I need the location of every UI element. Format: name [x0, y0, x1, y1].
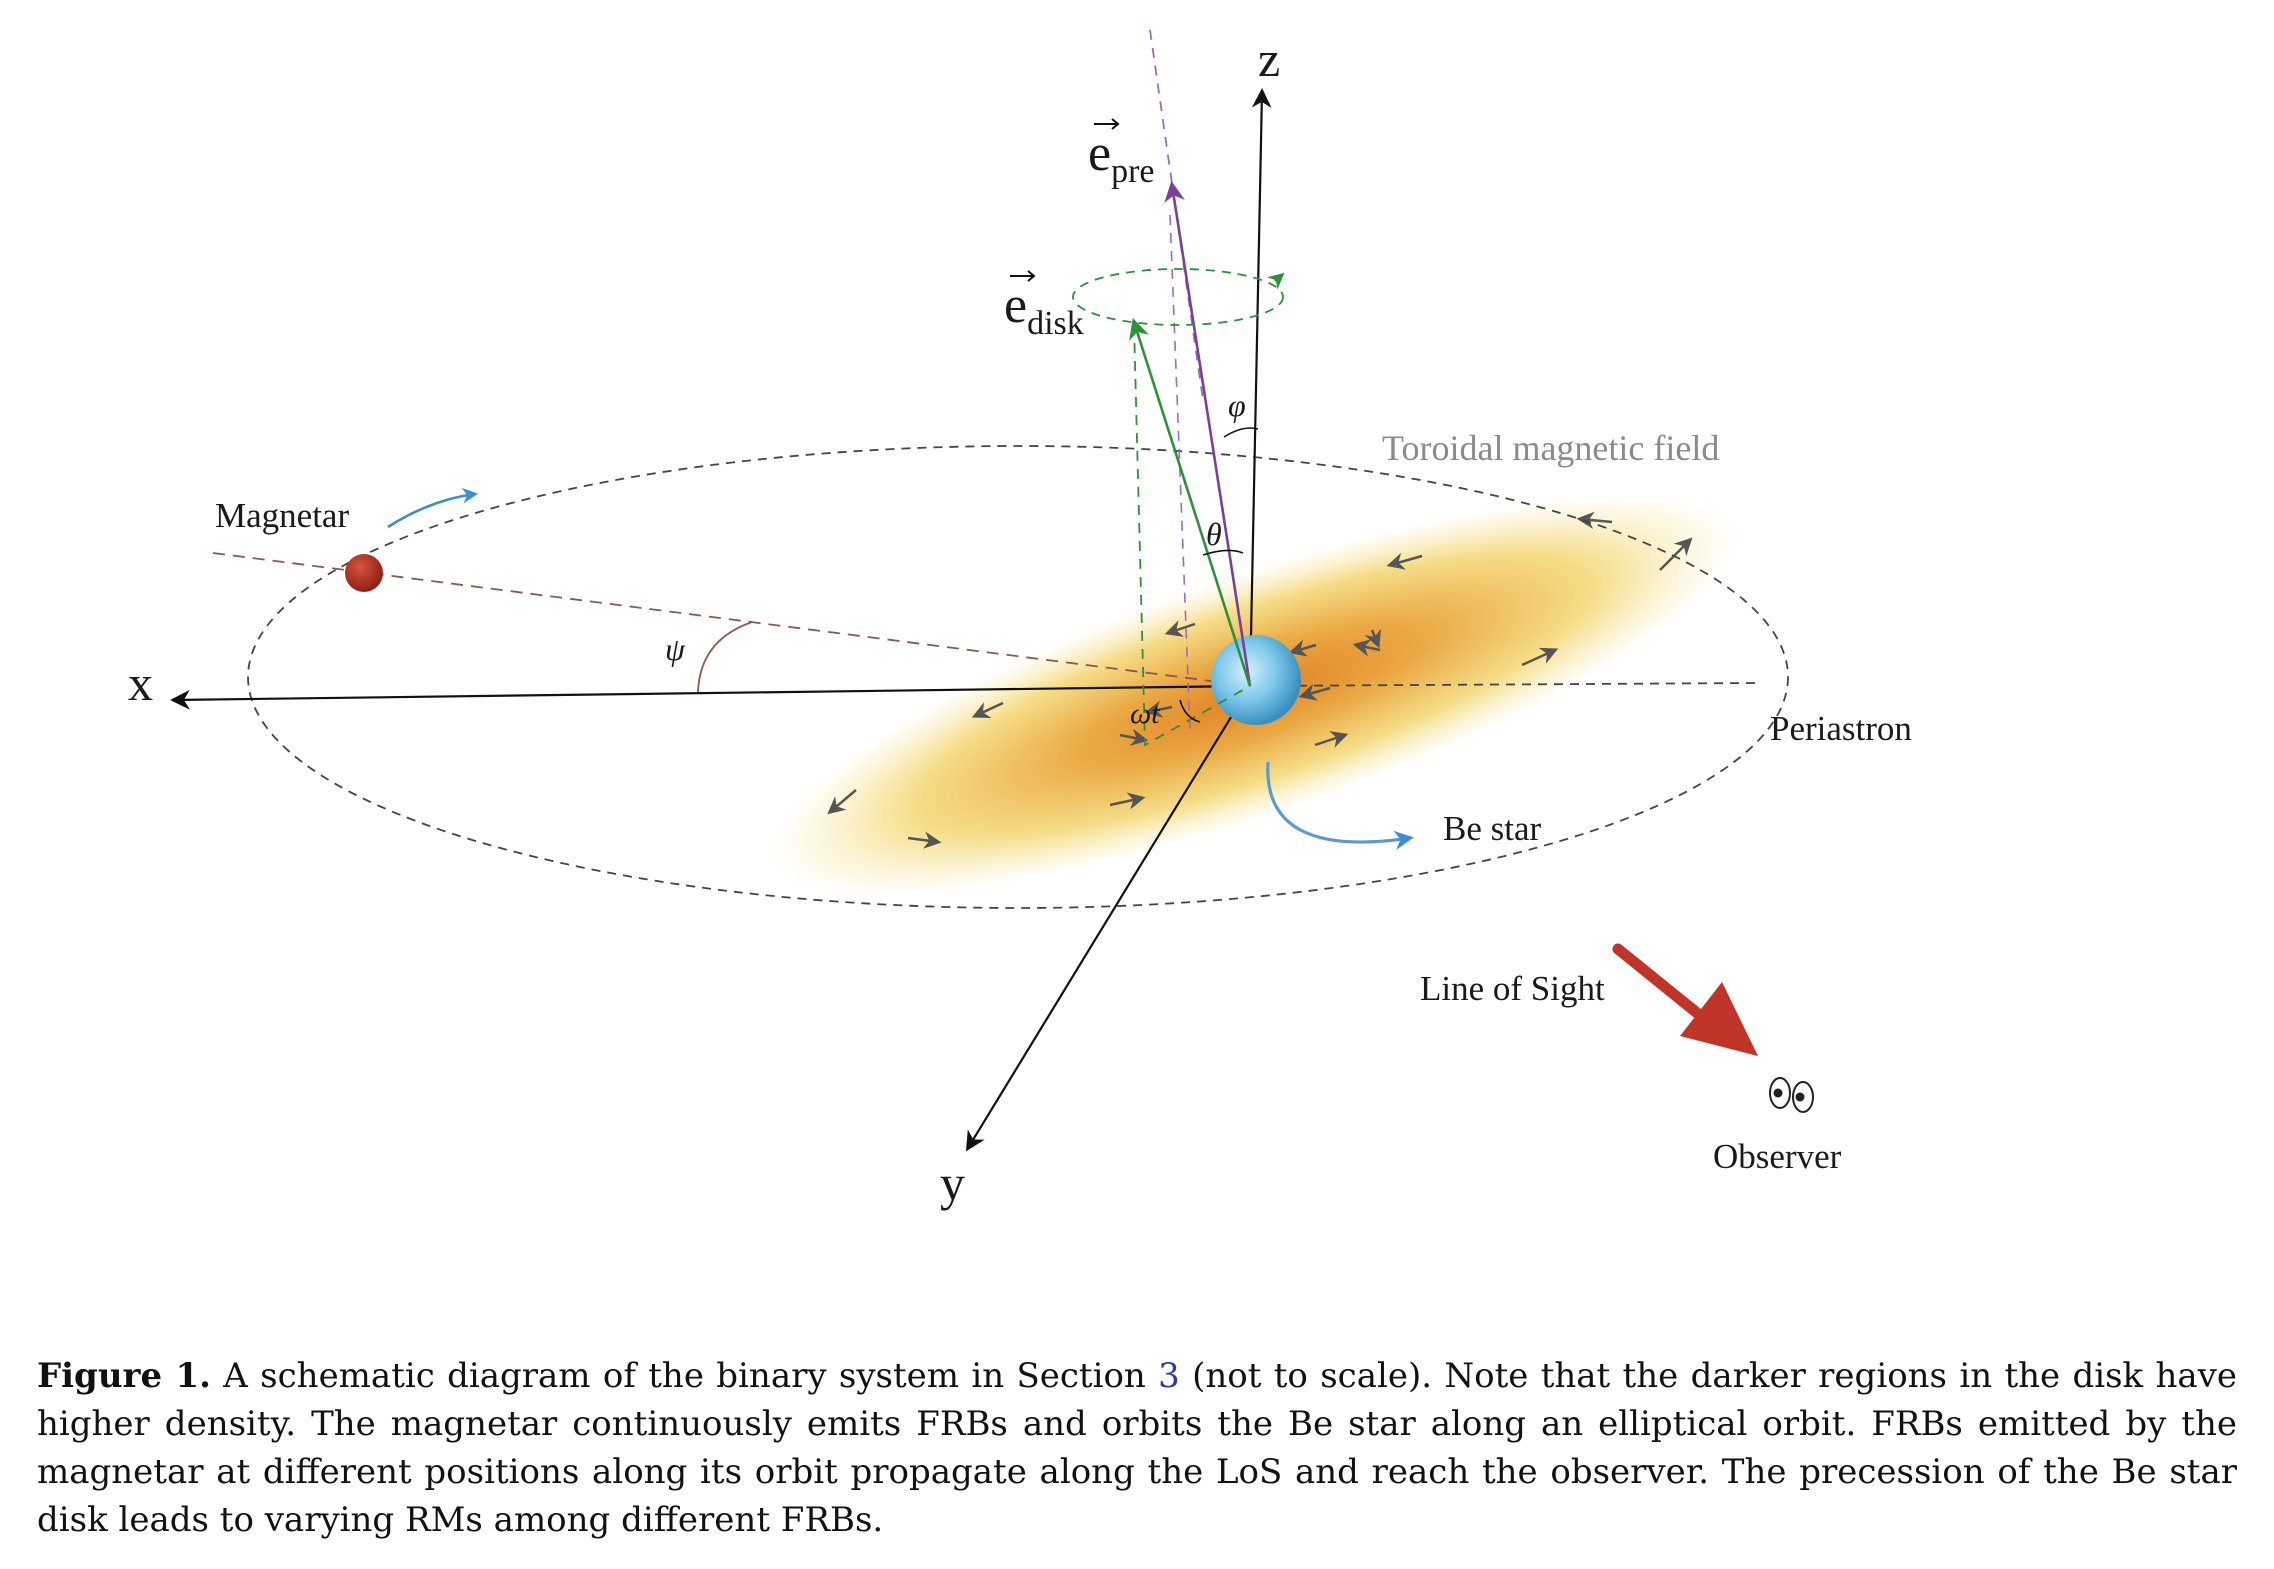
binary-system-diagram: z x y epre edisk φ θ ψ ωt Toroidal magne… [128, 29, 1912, 1211]
figure-caption: Figure 1. A schematic diagram of the bin… [37, 1352, 2237, 1544]
precession-arrow [1267, 272, 1285, 290]
section-ref-link[interactable]: 3 [1158, 1356, 1180, 1396]
e-disk-projection [1133, 324, 1251, 747]
x-axis-label: x [128, 655, 153, 711]
phi-arc [1223, 427, 1259, 438]
figure-label: Figure 1. [37, 1356, 211, 1396]
e-pre-label: epre [1088, 125, 1155, 190]
toroidal-field-label: Toroidal magnetic field [1382, 428, 1719, 468]
theta-label: θ [1206, 516, 1222, 552]
toroidal-field-arrows [827, 511, 1693, 849]
phi-label: φ [1228, 387, 1246, 423]
observer-label: Observer [1713, 1137, 1842, 1176]
psi-label: ψ [665, 631, 686, 667]
x-axis [170, 684, 1251, 710]
omega-t-arc [1179, 699, 1201, 723]
periastron-label: Periastron [1770, 709, 1912, 748]
e-pre-vector-mark [1094, 118, 1120, 130]
precession-circle [1072, 268, 1284, 326]
magnetar-label: Magnetar [215, 496, 349, 535]
e-pre-projection [1169, 214, 1191, 731]
periastron-line [1249, 682, 1756, 687]
e-disk-vector-mark [1010, 270, 1036, 282]
e-pre-vector [1164, 180, 1252, 687]
z-axis [1248, 88, 1272, 687]
y-axis [965, 685, 1251, 1152]
omega-t-label: ωt [1130, 697, 1160, 730]
be-star-sphere [1211, 635, 1301, 725]
eyes-icon [1769, 1077, 1814, 1113]
e-disk-label: edisk [1004, 277, 1084, 342]
line-of-sight-label: Line of Sight [1420, 969, 1605, 1008]
magnetar-dot [345, 554, 383, 592]
psi-arc [697, 621, 753, 693]
be-star-motion-arrow [1266, 761, 1414, 850]
z-axis-label: z [1258, 31, 1280, 87]
magnetar-orbit [247, 445, 1789, 909]
caption-text-2: (not to scale). Note that the darker reg… [37, 1356, 2237, 1540]
caption-text-1: A schematic diagram of the binary system… [210, 1356, 1159, 1396]
magnetar-motion-arrow [387, 487, 479, 529]
magnetar-radius-line [212, 552, 1251, 687]
y-axis-label: y [940, 1155, 965, 1211]
be-star-label: Be star [1443, 809, 1542, 848]
e-disk-vector [1129, 318, 1252, 687]
theta-arc [1202, 549, 1244, 556]
line-of-sight-arrow [1612, 943, 1758, 1056]
